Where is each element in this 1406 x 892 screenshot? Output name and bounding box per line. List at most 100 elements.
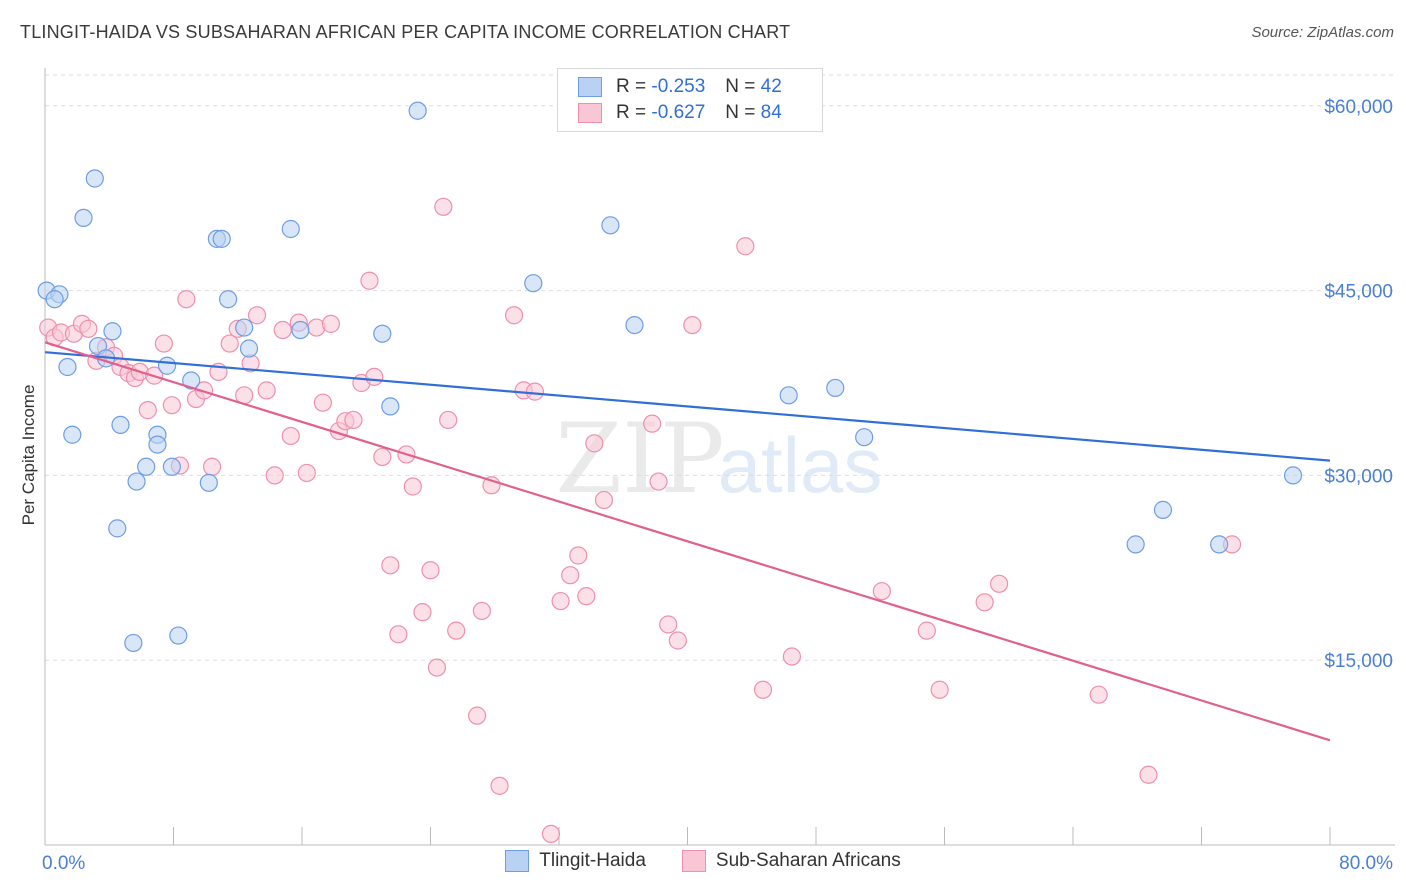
tlingit-haida-point bbox=[855, 428, 874, 447]
tlingit-haida-point bbox=[108, 519, 127, 538]
sub-saharan-point bbox=[79, 319, 98, 338]
sub-saharan-point bbox=[577, 587, 596, 606]
r-value: -0.627 bbox=[651, 102, 706, 123]
legend-item-tlingit-haida: Tlingit-Haida bbox=[505, 850, 646, 872]
sub-saharan-point bbox=[594, 490, 614, 510]
sub-saharan-point bbox=[467, 706, 487, 725]
tlingit-haida-point bbox=[219, 290, 238, 309]
tlingit-haida-point bbox=[779, 386, 798, 405]
tlingit-haida-point bbox=[127, 472, 146, 491]
tlingit-haida-point bbox=[826, 378, 845, 398]
r-value: -0.253 bbox=[651, 76, 706, 97]
sub-saharan-point bbox=[736, 237, 755, 256]
y-axis-label: Per Capita Income bbox=[19, 385, 38, 526]
sub-saharan-point bbox=[281, 426, 300, 446]
source-label: Source: ZipAtlas.com bbox=[1251, 24, 1394, 41]
r-label: R = bbox=[616, 102, 647, 123]
sub-saharan-point bbox=[389, 625, 408, 644]
sub-saharan-point bbox=[917, 621, 936, 640]
axes bbox=[44, 68, 1395, 846]
legend-row-tlingit: R = -0.253 N = 42 bbox=[578, 74, 782, 100]
tlingit-haida-trend-line bbox=[44, 351, 1331, 462]
tlingit-haida-point bbox=[157, 356, 177, 375]
tlingit-haida-point bbox=[124, 633, 143, 653]
sub-saharan-point bbox=[162, 396, 181, 415]
blue-swatch bbox=[505, 850, 530, 872]
sub-saharan-point bbox=[447, 621, 466, 640]
sub-saharan-point bbox=[541, 824, 561, 844]
sub-saharan-point bbox=[525, 382, 545, 401]
legend-label: Sub-Saharan Africans bbox=[715, 850, 901, 871]
sub-saharan-point bbox=[434, 197, 453, 216]
sub-saharan-point bbox=[753, 680, 773, 699]
sub-saharan-point bbox=[365, 367, 384, 386]
tlingit-haida-point bbox=[212, 229, 231, 248]
sub-saharan-point bbox=[138, 401, 157, 420]
tlingit-haida-point bbox=[58, 357, 77, 377]
sub-saharan-point bbox=[472, 601, 491, 621]
watermark-atlas: atlas bbox=[718, 421, 883, 509]
x-tick-labels: 0.0% 80.0% bbox=[42, 853, 1393, 874]
sub-saharan-point bbox=[975, 593, 994, 612]
watermark-zip: ZIP bbox=[555, 403, 724, 515]
pink-swatch bbox=[681, 850, 706, 872]
tlingit-haida-point bbox=[45, 290, 64, 309]
tlingit-haida-point bbox=[601, 216, 620, 235]
tlingit-haida-point bbox=[162, 457, 181, 476]
stats-legend: R = -0.253 N = 42 R = -0.627 N = 84 bbox=[557, 68, 823, 132]
sub-saharan-point bbox=[381, 556, 400, 575]
sub-saharan-point bbox=[1139, 765, 1158, 784]
sub-saharan-point bbox=[194, 381, 214, 400]
series-legend: Tlingit-Haida Sub-Saharan Africans bbox=[0, 850, 1406, 872]
sub-saharan-point bbox=[427, 658, 447, 677]
tlingit-haida-point bbox=[74, 208, 93, 228]
n-label: N = bbox=[725, 76, 756, 97]
y-tick-label: $45,000 bbox=[1324, 282, 1393, 303]
trend-lines bbox=[44, 341, 1331, 742]
sub-saharan-point bbox=[439, 410, 458, 430]
sub-saharan-point bbox=[321, 314, 341, 333]
sub-saharan-point bbox=[659, 615, 678, 634]
tlingit-haida-point bbox=[1153, 500, 1173, 519]
tlingit-haida-point bbox=[169, 626, 188, 645]
y-tick-label: $15,000 bbox=[1324, 651, 1393, 672]
x-tick-label: 0.0% bbox=[42, 853, 85, 874]
tlingit-haida-point bbox=[85, 169, 104, 188]
n-value: 42 bbox=[760, 76, 782, 97]
tlingit-haida-point bbox=[199, 473, 218, 492]
sub-saharan-point bbox=[649, 472, 668, 491]
sub-saharan-point bbox=[297, 463, 316, 483]
sub-saharan-point bbox=[154, 334, 173, 353]
y-tick-label: $60,000 bbox=[1324, 97, 1393, 118]
sub-saharan-point bbox=[344, 410, 363, 430]
sub-saharan-point bbox=[403, 477, 422, 496]
tlingit-haida-point bbox=[1210, 535, 1229, 554]
sub-saharan-point bbox=[360, 271, 379, 290]
sub-saharan-point bbox=[490, 776, 509, 795]
sub-saharan-point bbox=[247, 306, 267, 325]
sub-saharan-point bbox=[421, 561, 440, 580]
legend-item-sub-saharan: Sub-Saharan Africans bbox=[681, 850, 901, 872]
sub-saharan-point bbox=[990, 574, 1009, 593]
tlingit-haida-point bbox=[291, 320, 310, 340]
sub-saharan-point bbox=[782, 647, 802, 666]
n-label: N = bbox=[725, 102, 756, 123]
sub-saharan-point bbox=[1089, 685, 1108, 704]
tlingit-haida-point bbox=[625, 315, 644, 335]
sub-saharan-point bbox=[872, 582, 891, 601]
tlingit-haida-point bbox=[111, 415, 130, 434]
legend-label: Tlingit-Haida bbox=[539, 850, 646, 871]
sub-saharan-point bbox=[569, 546, 588, 565]
sub-saharan-point bbox=[683, 315, 702, 335]
tlingit-haida-point bbox=[524, 274, 543, 293]
tlingit-haida-points bbox=[37, 101, 1303, 653]
tlingit-haida-point bbox=[63, 425, 82, 444]
blue-swatch bbox=[578, 77, 602, 97]
y-tick-labels: $15,000 $30,000 $45,000 $60,000 bbox=[1324, 97, 1393, 672]
sub-saharan-point bbox=[273, 320, 292, 340]
n-value: 84 bbox=[760, 102, 782, 123]
tlingit-haida-point bbox=[1126, 535, 1145, 554]
sub-saharan-point bbox=[313, 393, 332, 412]
sub-saharan-point bbox=[585, 434, 604, 453]
